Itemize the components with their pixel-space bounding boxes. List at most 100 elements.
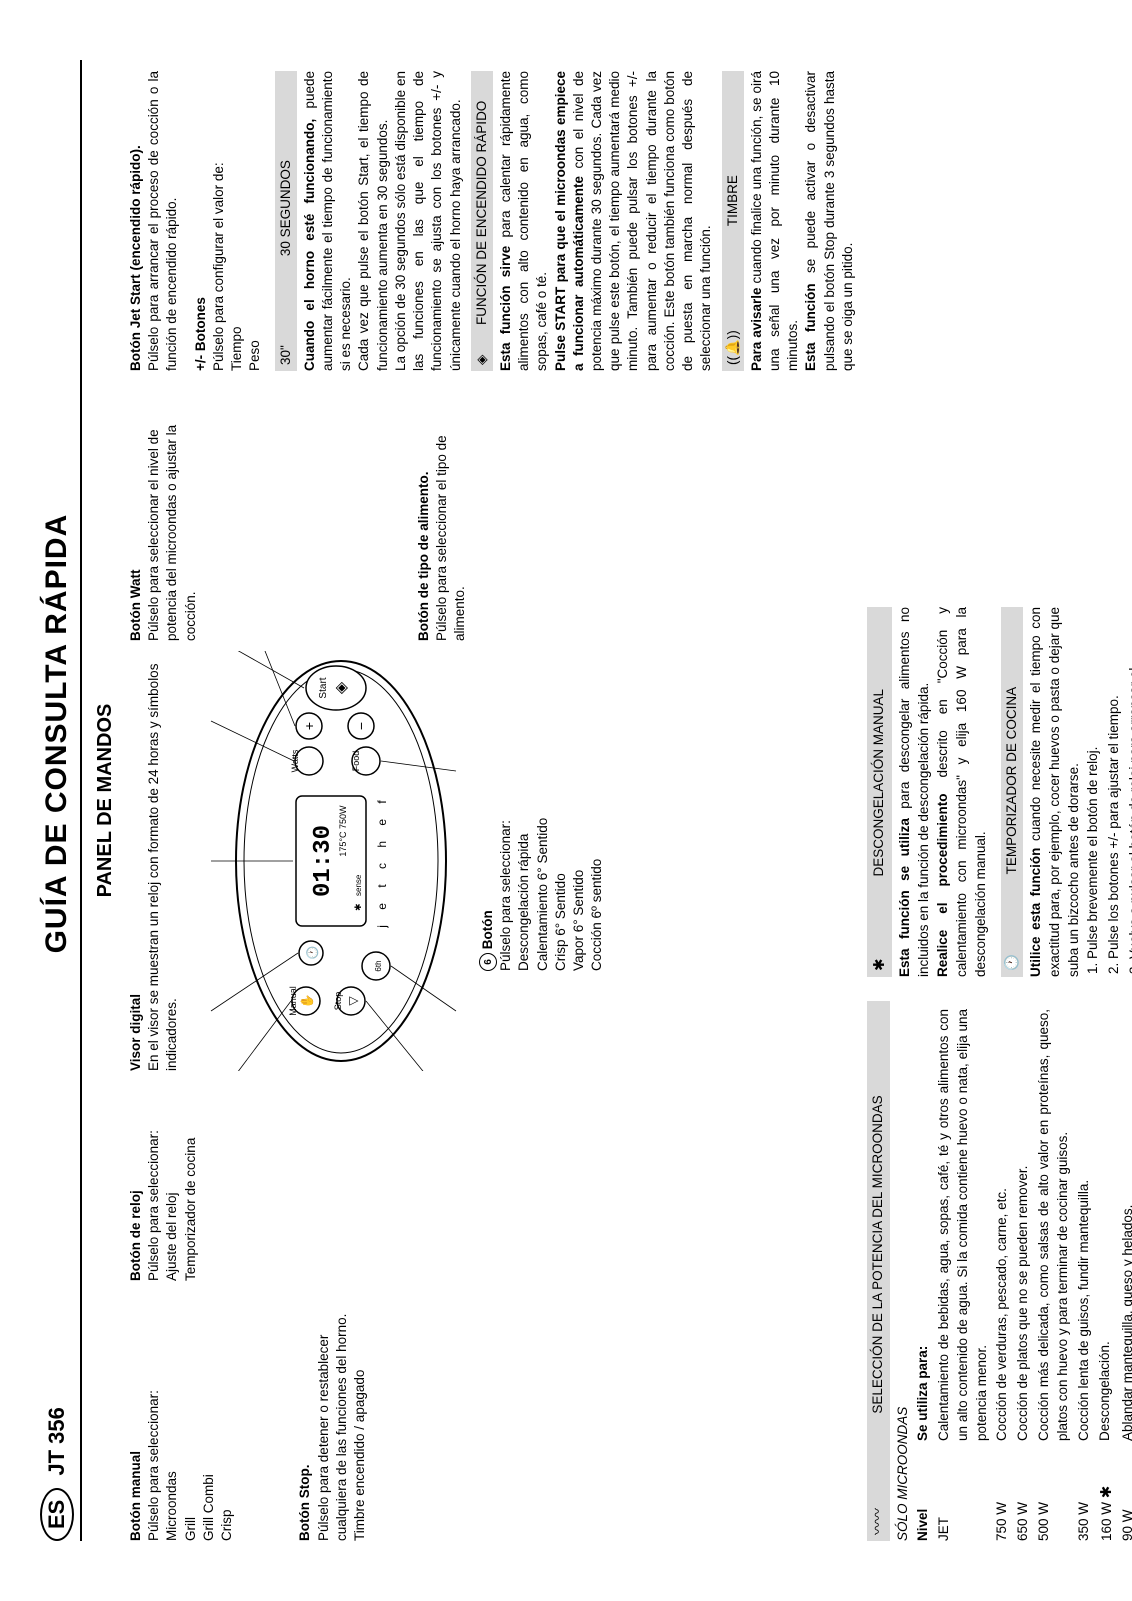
manual-item: Microondas xyxy=(163,1291,181,1541)
pm-item: Tiempo xyxy=(228,71,246,371)
page-title: GUÍA DE CONSULTA RÁPIDA xyxy=(40,60,74,1407)
stop-title: Botón Stop. xyxy=(296,1291,314,1541)
pm-title: +/- Botones xyxy=(192,71,210,371)
table-row: 650 WCocción de platos que no se pueden … xyxy=(1013,1001,1034,1541)
visor-text: En el visor se muestran un reloj con for… xyxy=(145,651,181,1071)
clock-icon: 🕐 xyxy=(1003,954,1022,971)
table-row: 750 WCocción de verduras, pescado, carne… xyxy=(992,1001,1013,1541)
plusminus-desc: +/- Botones Púlselo para configurar el v… xyxy=(192,71,265,371)
jet-text: Púlselo para arrancar el proceso de cocc… xyxy=(145,71,181,371)
svg-text:🕐: 🕐 xyxy=(306,946,319,960)
sexto-intro: Púlselo para seleccionar: xyxy=(497,651,515,971)
watt-text: Púlselo para seleccionar el nivel de pot… xyxy=(145,381,200,641)
middle-column: ✱ DESCONGELACIÓN MANUAL Esta función se … xyxy=(867,607,1132,977)
step: Vuelva a pulsar el botón de reloj para a… xyxy=(1126,607,1132,959)
pm-intro: Púlselo para configurar el valor de: xyxy=(210,71,228,371)
power-bar: 〰〰 SELECCIÓN DE LA POTENCIA DEL MICROOND… xyxy=(867,1001,890,1541)
step: Pulse brevemente el botón de reloj. xyxy=(1084,607,1103,959)
model-number: JT 356 xyxy=(44,1407,70,1476)
col-use: Se utiliza para: xyxy=(913,1001,934,1441)
svg-text:Manual: Manual xyxy=(288,986,298,1016)
jet-start-desc: Botón Jet Start (encendido rápido). Púls… xyxy=(127,71,182,371)
clock-button-desc: Botón de reloj Púlselo para seleccionar:… xyxy=(127,1081,200,1281)
snowflake-icon: ✱ xyxy=(1098,1486,1115,1499)
bar-30s: 30" 30 SEGUNDOS xyxy=(275,71,297,371)
panel-title: PANEL DE MANDOS xyxy=(94,60,117,1541)
temp-steps: Pulse brevemente el botón de reloj. Puls… xyxy=(1084,607,1132,977)
sixth-sense-desc: 6 Botón Púlselo para seleccionar: Descon… xyxy=(479,651,607,971)
table-row: 350 WCocción lenta de guisos, fundir man… xyxy=(1074,1001,1095,1541)
bar-jet: ◈ FUNCIÓN DE ENCENDIDO RÁPIDO xyxy=(471,71,493,371)
bar-temp-label: TEMPORIZADOR DE COCINA xyxy=(1003,613,1022,948)
watt-button-desc: Botón Watt Púlselo para seleccionar el n… xyxy=(127,381,200,641)
temp-text: Utilice esta función cuando necesite med… xyxy=(1027,607,1084,977)
bar-descong-label: DESCONGELACIÓN MANUAL xyxy=(870,613,889,952)
diamond-icon: ◈ xyxy=(473,355,491,365)
svg-text:Watts: Watts xyxy=(290,749,300,772)
alimento-text: Púlselo para seleccionar el tipo de alim… xyxy=(433,381,469,641)
bar30-left: 30" xyxy=(277,345,295,365)
reloj-intro: Púlselo para seleccionar: xyxy=(145,1081,163,1281)
svg-text:✋: ✋ xyxy=(300,994,314,1009)
stop-text2: Timbre encendido / apagado xyxy=(351,1291,369,1541)
reloj-item: Ajuste del reloj xyxy=(163,1081,181,1281)
food-button-desc: Botón de tipo de alimento. Púlselo para … xyxy=(415,381,470,641)
snowflake-icon: ✱ xyxy=(869,958,890,971)
reloj-title: Botón de reloj xyxy=(127,1081,145,1281)
descong-text: Esta función se utiliza para descongelar… xyxy=(896,607,990,977)
reloj-item: Temporizador de cocina xyxy=(182,1081,200,1281)
brand-strip: j e t c h e f xyxy=(375,794,389,928)
sexto-title: Botón xyxy=(480,910,495,949)
power-table: NivelSe utiliza para: JETCalentamiento d… xyxy=(913,1001,1132,1541)
table-row: 500 WCocción más delicada, como salsas d… xyxy=(1034,1001,1074,1541)
manual-button-desc: Botón manual Púlselo para seleccionar: M… xyxy=(127,1291,236,1541)
pm-item: Peso xyxy=(246,71,264,371)
svg-text:Stop: Stop xyxy=(333,992,343,1011)
bar30-right: 30 SEGUNDOS xyxy=(277,77,295,339)
step: Pulse los botones +/- para ajustar el ti… xyxy=(1105,607,1124,959)
table-row: 90 WAblandar mantequilla, queso y helado… xyxy=(1118,1001,1132,1541)
svg-text:Food: Food xyxy=(351,751,361,772)
svg-text:◈: ◈ xyxy=(333,681,350,694)
visor-title: Visor digital xyxy=(127,651,145,1071)
manual-item: Grill xyxy=(182,1291,200,1541)
col-nivel: Nivel xyxy=(913,1441,934,1541)
sexto-item: Cocción 6º sentido xyxy=(588,651,606,971)
bar-temp: 🕐 TEMPORIZADOR DE COCINA xyxy=(1001,607,1024,977)
sexto-item: Calentamiento 6° Sentido xyxy=(534,651,552,971)
power-solo: SÓLO MICROONDAS xyxy=(894,1001,913,1541)
display-sense: sense xyxy=(354,874,363,896)
alimento-title: Botón de tipo de alimento. xyxy=(415,381,433,641)
display-sub: 175°C 750W xyxy=(338,805,348,857)
svg-text:Start: Start xyxy=(318,677,329,698)
table-row: JETCalentamiento de bebidas, agua, sopas… xyxy=(934,1001,993,1541)
lang-badge: ES xyxy=(40,1488,74,1541)
manual-item: Grill Combi xyxy=(200,1291,218,1541)
stop-text: Púlselo para detener o restablecer cualq… xyxy=(315,1291,351,1541)
power-bar-label: SELECCIÓN DE LA POTENCIA DEL MICROONDAS xyxy=(869,1007,888,1502)
manual-title: Botón manual xyxy=(127,1291,145,1541)
svg-text:−: − xyxy=(353,722,369,730)
sexto-item: Crisp 6° Sentido xyxy=(552,651,570,971)
sixth-sense-icon: 6 xyxy=(479,953,497,971)
control-panel-diagram: Visor digital En el visor se muestran un… xyxy=(127,651,857,1071)
svg-text:+: + xyxy=(301,722,317,730)
visor-desc: Visor digital En el visor se muestran un… xyxy=(127,651,182,1071)
watt-title: Botón Watt xyxy=(127,381,145,641)
bar-jet-label: FUNCIÓN DE ENCENDIDO RÁPIDO xyxy=(473,77,491,349)
display-time: 01:30 xyxy=(310,825,337,897)
sexto-item: Descongelación rápida xyxy=(515,651,533,971)
descong2a: Realice el procedimiento xyxy=(935,794,950,978)
svg-text:6th: 6th xyxy=(374,960,383,971)
table-row: 160 W ✱Descongelación. xyxy=(1095,1001,1118,1541)
jet-title: Botón Jet Start (encendido rápido). xyxy=(127,71,145,371)
stop-button-desc: Botón Stop. Púlselo para detener o resta… xyxy=(296,1291,369,1541)
desc-30s: Cuando el horno esté funcionando, puede … xyxy=(301,71,465,371)
manual-item: Crisp xyxy=(218,1291,236,1541)
manual-intro: Púlselo para seleccionar: xyxy=(145,1291,163,1541)
header: ES JT 356 GUÍA DE CONSULTA RÁPIDA xyxy=(40,60,82,1541)
waves-icon: 〰〰 xyxy=(869,1508,888,1535)
svg-text:▽: ▽ xyxy=(346,996,360,1006)
svg-text:✱: ✱ xyxy=(353,903,363,911)
sexto-item: Vapor 6° Sentido xyxy=(570,651,588,971)
